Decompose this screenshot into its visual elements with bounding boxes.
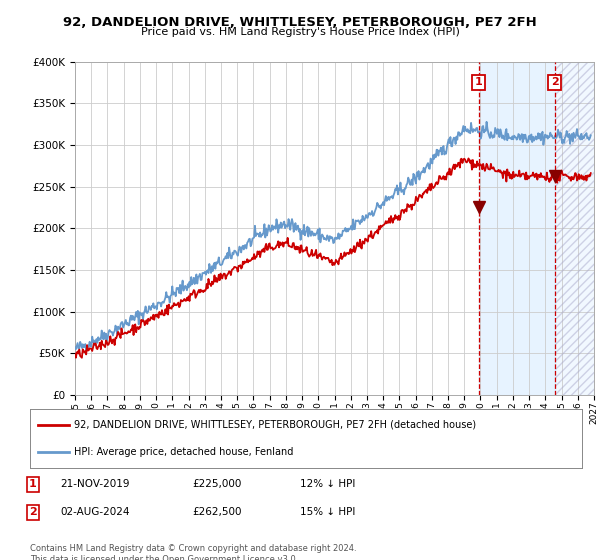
Text: 92, DANDELION DRIVE, WHITTLESEY, PETERBOROUGH, PE7 2FH (detached house): 92, DANDELION DRIVE, WHITTLESEY, PETERBO…: [74, 419, 476, 430]
Text: 2: 2: [551, 77, 559, 87]
Bar: [479, 62, 555, 395]
Text: £225,000: £225,000: [192, 479, 241, 489]
Text: 2: 2: [29, 507, 37, 517]
Text: 1: 1: [29, 479, 37, 489]
Text: Contains HM Land Registry data © Crown copyright and database right 2024.
This d: Contains HM Land Registry data © Crown c…: [30, 544, 356, 560]
Text: 1: 1: [475, 77, 482, 87]
Text: 15% ↓ HPI: 15% ↓ HPI: [300, 507, 355, 517]
Text: £262,500: £262,500: [192, 507, 241, 517]
Bar: [555, 62, 600, 395]
Text: 12% ↓ HPI: 12% ↓ HPI: [300, 479, 355, 489]
Text: Price paid vs. HM Land Registry's House Price Index (HPI): Price paid vs. HM Land Registry's House …: [140, 27, 460, 37]
Bar: [555, 62, 600, 395]
Text: 92, DANDELION DRIVE, WHITTLESEY, PETERBOROUGH, PE7 2FH: 92, DANDELION DRIVE, WHITTLESEY, PETERBO…: [63, 16, 537, 29]
Text: 02-AUG-2024: 02-AUG-2024: [60, 507, 130, 517]
Text: HPI: Average price, detached house, Fenland: HPI: Average price, detached house, Fenl…: [74, 447, 293, 457]
Text: 21-NOV-2019: 21-NOV-2019: [60, 479, 130, 489]
